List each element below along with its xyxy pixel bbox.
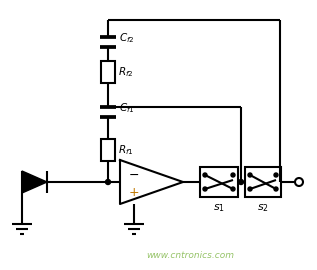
- Text: $s_1$: $s_1$: [213, 202, 225, 214]
- Text: $R_{f2}$: $R_{f2}$: [118, 65, 133, 79]
- Circle shape: [238, 180, 243, 184]
- Text: $R_{f1}$: $R_{f1}$: [118, 143, 134, 157]
- Bar: [101, 139, 115, 161]
- Circle shape: [248, 187, 252, 191]
- Bar: [101, 61, 115, 83]
- Circle shape: [231, 187, 235, 191]
- Text: $+$: $+$: [128, 185, 139, 198]
- Text: $-$: $-$: [128, 167, 139, 181]
- Circle shape: [274, 187, 278, 191]
- Circle shape: [106, 180, 111, 184]
- Text: www.cntronics.com: www.cntronics.com: [146, 251, 234, 259]
- Circle shape: [231, 173, 235, 177]
- Text: $s_2$: $s_2$: [257, 202, 269, 214]
- Text: $C_{f2}$: $C_{f2}$: [119, 31, 135, 45]
- Bar: [200, 167, 238, 197]
- Circle shape: [274, 173, 278, 177]
- Circle shape: [203, 187, 207, 191]
- Circle shape: [203, 173, 207, 177]
- Polygon shape: [22, 171, 47, 193]
- Bar: [245, 167, 281, 197]
- Text: $C_{f1}$: $C_{f1}$: [119, 101, 135, 115]
- Circle shape: [248, 173, 252, 177]
